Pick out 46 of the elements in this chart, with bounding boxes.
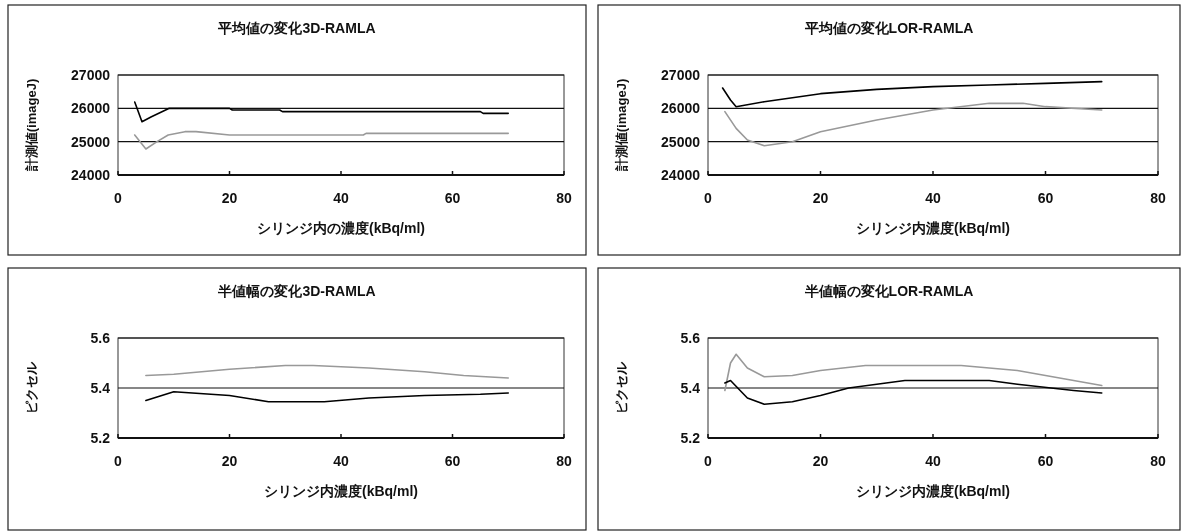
y-axis-title: ピクセル [24,361,39,414]
x-tick-label: 40 [925,453,941,469]
y-axis-title: 計測値(imageJ) [24,78,39,173]
x-tick-label: 20 [812,190,829,206]
x-tick-label: 20 [221,453,238,469]
y-axis-title: 計測値(imageJ) [614,78,629,173]
x-axis-title: シリンジ内濃度(kBq/ml) [264,483,418,499]
x-tick-label: 40 [333,190,349,206]
y-tick-label: 5.4 [90,380,111,396]
x-tick-label: 80 [556,453,572,469]
chart-title: 半値幅の変化LOR-RAMLA [803,283,974,299]
chart-title: 平均値の変化LOR-RAMLA [803,20,974,36]
y-tick-label: 5.6 [680,330,701,346]
y-tick-label: 26000 [71,100,111,117]
x-tick-label: 80 [1150,190,1166,206]
x-tick-label: 80 [556,190,572,206]
y-tick-label: 5.6 [90,330,111,346]
y-tick-label: 26000 [661,100,701,117]
x-axis-title: シリンジ内の濃度(kBq/ml) [257,220,425,236]
x-tick-label: 0 [114,453,123,469]
y-tick-label: 5.4 [680,380,701,396]
y-tick-label: 24000 [661,167,701,183]
y-tick-label: 5.2 [90,430,111,446]
x-tick-label: 40 [925,190,941,206]
x-tick-label: 80 [1150,453,1166,469]
y-tick-label: 5.2 [680,430,701,446]
x-tick-label: 60 [444,453,461,469]
x-tick-label: 0 [704,453,713,469]
y-tick-label: 25000 [71,133,111,150]
x-tick-label: 40 [333,453,349,469]
x-tick-label: 60 [1037,453,1054,469]
x-tick-label: 0 [114,190,123,206]
x-axis-title: シリンジ内濃度(kBq/ml) [856,220,1010,236]
y-tick-label: 25000 [661,133,701,150]
x-tick-label: 20 [812,453,829,469]
x-tick-label: 0 [704,190,713,206]
x-axis-title: シリンジ内濃度(kBq/ml) [856,483,1010,499]
y-axis-title: ピクセル [614,361,629,414]
chart-title: 半値幅の変化3D-RAMLA [217,283,376,299]
y-tick-label: 27000 [71,67,111,83]
y-tick-label: 27000 [661,67,701,83]
x-tick-label: 60 [1037,190,1054,206]
x-tick-label: 20 [221,190,238,206]
x-tick-label: 60 [444,190,461,206]
chart-title: 平均値の変化3D-RAMLA [217,20,376,36]
y-tick-label: 24000 [71,167,111,183]
